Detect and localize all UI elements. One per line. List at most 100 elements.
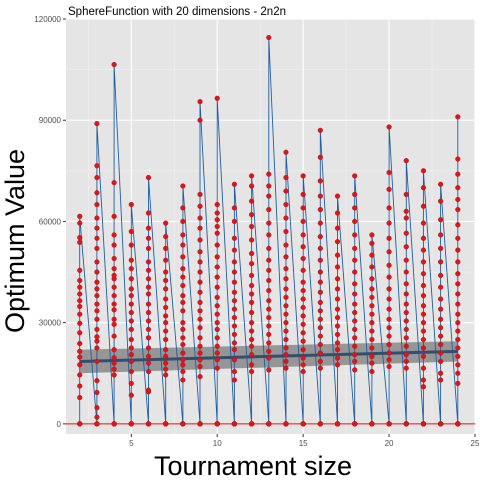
data-point (300, 313, 306, 319)
data-point (352, 421, 358, 427)
data-point (455, 114, 461, 120)
data-point (334, 362, 341, 368)
data-point (231, 314, 238, 321)
data-point (420, 365, 427, 371)
data-point (94, 120, 100, 127)
data-point (317, 341, 323, 348)
data-point (231, 357, 238, 363)
data-point (214, 284, 220, 290)
data-point (352, 291, 358, 297)
data-point (266, 340, 272, 346)
data-point (248, 352, 255, 358)
data-point (180, 205, 186, 211)
data-point (266, 298, 272, 304)
data-point (266, 288, 272, 294)
data-point (163, 320, 169, 326)
data-point (283, 365, 289, 371)
data-point (283, 352, 289, 358)
data-point (334, 314, 341, 321)
y-tick-label: 90000 (39, 116, 62, 125)
data-point (438, 181, 444, 187)
data-point (145, 235, 152, 241)
data-point (77, 340, 83, 347)
data-point (128, 318, 134, 324)
data-point (300, 191, 306, 198)
data-point (214, 201, 220, 208)
data-point (266, 183, 272, 189)
data-point (231, 421, 238, 427)
data-point (94, 389, 100, 396)
data-point (283, 311, 289, 317)
data-point (77, 320, 83, 326)
data-point (369, 320, 375, 326)
data-point (455, 311, 461, 317)
data-point (94, 358, 100, 365)
data-point (455, 171, 461, 177)
data-point (266, 367, 272, 373)
data-point (403, 158, 409, 164)
data-point (180, 421, 186, 427)
data-point (455, 235, 461, 241)
data-point (231, 289, 238, 295)
data-point (214, 254, 220, 260)
data-point (352, 245, 358, 252)
data-point (94, 316, 100, 322)
data-point (180, 232, 186, 238)
data-point (455, 421, 461, 427)
data-point (94, 163, 100, 169)
data-point (180, 362, 186, 368)
data-point (231, 323, 238, 329)
data-point (94, 405, 100, 411)
data-point (266, 220, 272, 226)
data-point (94, 174, 100, 181)
data-point (386, 296, 392, 302)
data-point (283, 421, 289, 427)
x-tick-label: 20 (385, 439, 394, 448)
data-point (403, 257, 409, 263)
data-point (145, 210, 152, 216)
data-point (248, 183, 255, 189)
data-point (77, 362, 83, 368)
data-point (197, 203, 203, 209)
data-point (438, 316, 444, 322)
data-point (111, 213, 117, 219)
data-point (231, 368, 238, 375)
data-point (300, 267, 306, 273)
data-point (94, 308, 100, 314)
data-point (145, 326, 152, 333)
data-point (386, 316, 392, 322)
data-point (248, 309, 255, 316)
data-point (128, 421, 134, 427)
data-point (438, 272, 444, 279)
y-tick-label: 60000 (39, 217, 62, 226)
data-point (352, 335, 358, 341)
data-point (352, 301, 358, 307)
data-point (145, 267, 152, 273)
data-point (111, 316, 117, 322)
y-tick-label: 120000 (34, 15, 61, 24)
data-point (420, 203, 427, 209)
data-point (197, 299, 203, 306)
data-point (214, 320, 220, 326)
data-point (248, 282, 255, 289)
data-point (163, 234, 169, 240)
data-point (352, 269, 358, 275)
data-point (455, 247, 461, 253)
data-point (94, 269, 100, 275)
data-point (438, 284, 444, 290)
data-point (231, 181, 238, 187)
data-point (111, 301, 117, 307)
data-point (403, 208, 409, 214)
data-point (180, 242, 186, 248)
data-point (128, 309, 134, 316)
data-point (455, 336, 461, 343)
data-point (317, 308, 323, 314)
data-point (266, 306, 272, 312)
data-point (111, 360, 117, 366)
data-point (455, 222, 461, 228)
data-point (369, 252, 375, 258)
data-point (180, 282, 186, 289)
data-point (163, 269, 169, 275)
data-point (163, 277, 169, 284)
data-point (455, 207, 461, 213)
